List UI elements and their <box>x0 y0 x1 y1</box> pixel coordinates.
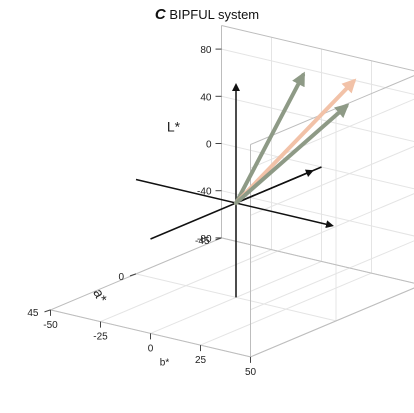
z-tick-label: -80 <box>197 234 212 245</box>
vector-layer <box>234 71 357 205</box>
z-tick-label: 0 <box>206 140 212 151</box>
x-tick-label: 0 <box>148 343 154 354</box>
chart-title-prefix: C <box>154 6 166 23</box>
grid-line <box>250 193 414 263</box>
grid-line <box>221 95 414 143</box>
z-tick-label: 40 <box>200 92 212 103</box>
chart-title-text: BIPFUL system <box>169 7 260 22</box>
x-tick-label: 50 <box>245 367 257 378</box>
grid-line <box>221 48 414 95</box>
tick-mark <box>215 237 222 241</box>
chart-title: C BIPFUL system <box>0 6 414 23</box>
z-axis-title: L* <box>167 119 181 135</box>
reference-axis-a <box>235 169 314 204</box>
z-tick-label: -40 <box>197 187 212 198</box>
grid-line <box>221 190 414 237</box>
frame-edge <box>250 287 414 358</box>
y-tick-label: 45 <box>27 308 39 319</box>
grid-layer <box>50 25 414 358</box>
vector-1 <box>234 71 305 205</box>
y-axis-title: a* <box>90 286 111 306</box>
tick-label-layer: 80 40 0 -40 -80 L* -45 0 45 a* -50 -25 0 25 50 b* <box>27 45 256 378</box>
grid-line <box>250 145 414 216</box>
vector-3 <box>234 103 350 205</box>
z-tick-label: 80 <box>200 45 212 56</box>
frame-edge <box>221 237 414 284</box>
x-axis-title: b* <box>160 357 170 368</box>
x-tick-label: -25 <box>93 332 108 343</box>
y-tick-label: -45 <box>195 236 210 247</box>
reference-axis-b <box>135 178 334 229</box>
vector-2 <box>234 78 357 205</box>
x-tick-label: 25 <box>195 355 207 366</box>
x-tick-label: -50 <box>43 320 58 331</box>
tick-mark <box>44 309 51 313</box>
tick-mark <box>129 273 137 277</box>
grid-line <box>250 240 414 311</box>
y-tick-label: 0 <box>118 272 124 283</box>
frame-edge <box>221 25 414 72</box>
